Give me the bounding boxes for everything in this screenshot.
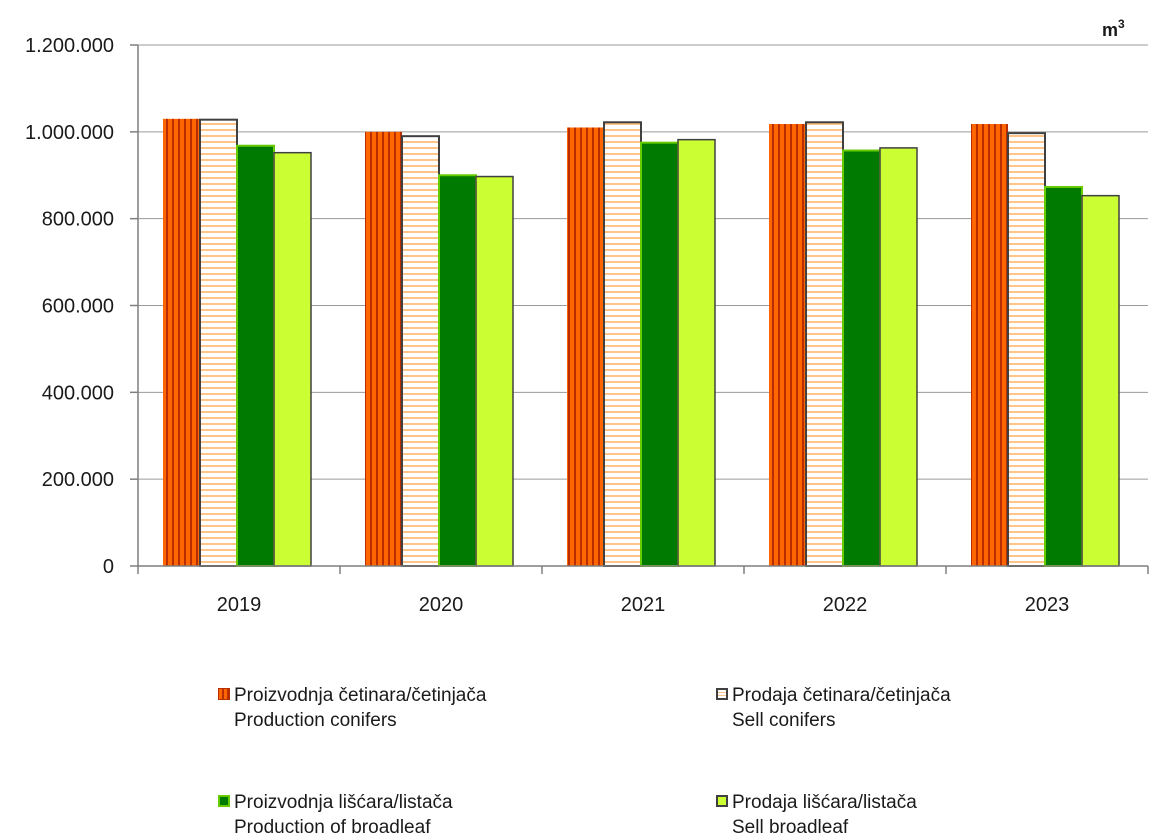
y-tick-label: 0 xyxy=(103,556,114,578)
x-tick-label: 2019 xyxy=(217,594,262,616)
bar-series-4-2019 xyxy=(274,153,311,566)
bar-series-4-2021 xyxy=(678,140,715,566)
unit-label: m3 xyxy=(1102,17,1125,40)
bar-series-3-2023 xyxy=(1045,187,1082,566)
unit-text: m xyxy=(1102,20,1118,40)
bar-series-3-2020 xyxy=(439,175,476,566)
x-tick-label: 2023 xyxy=(1025,594,1070,616)
y-tick-label: 600.000 xyxy=(42,296,114,318)
y-tick-label: 200.000 xyxy=(42,469,114,491)
bar-series-1-2021 xyxy=(567,127,604,566)
bar-series-2-2021 xyxy=(604,122,641,566)
bar-series-4-2020 xyxy=(476,177,513,566)
bar-series-2-2020 xyxy=(402,136,439,566)
y-tick-label: 1.200.000 xyxy=(25,35,114,57)
y-tick-label: 400.000 xyxy=(42,382,114,404)
bar-series-1-2023 xyxy=(971,124,1008,566)
bar-series-3-2021 xyxy=(641,143,678,566)
unit-superscript: 3 xyxy=(1118,17,1125,31)
bar-series-2-2019 xyxy=(200,120,237,566)
x-tick-label: 2022 xyxy=(823,594,868,616)
bar-series-1-2020 xyxy=(365,132,402,566)
bar-series-3-2022 xyxy=(843,151,880,566)
y-tick-label: 800.000 xyxy=(42,209,114,231)
bar-series-1-2019 xyxy=(163,119,200,566)
x-tick-label: 2021 xyxy=(621,594,666,616)
bars xyxy=(163,119,1119,566)
bar-series-1-2022 xyxy=(769,124,806,566)
bar-series-3-2019 xyxy=(237,146,274,566)
x-tick-label: 2020 xyxy=(419,594,464,616)
bar-series-4-2023 xyxy=(1082,196,1119,566)
bar-series-4-2022 xyxy=(880,148,917,566)
bar-series-2-2023 xyxy=(1008,133,1045,566)
bar-series-2-2022 xyxy=(806,122,843,566)
y-tick-label: 1.000.000 xyxy=(25,122,114,144)
